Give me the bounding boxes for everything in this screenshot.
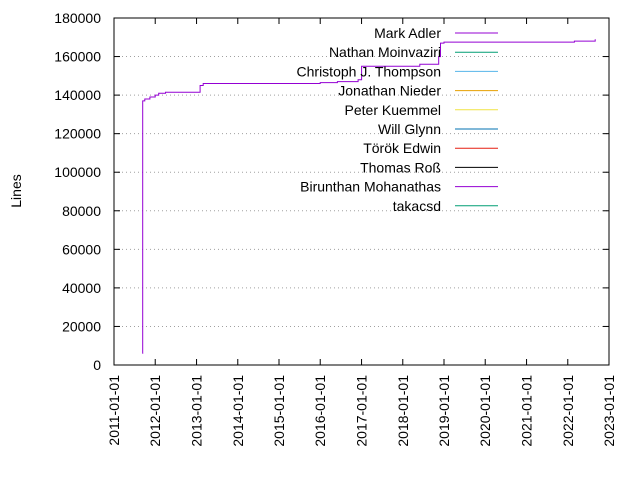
- legend-label: Török Edwin: [363, 140, 441, 156]
- y-tick-label: 180000: [54, 10, 101, 26]
- legend-item: Thomas Roß: [360, 159, 498, 175]
- x-tick-label: 2011-01-01: [106, 375, 122, 446]
- y-tick-label: 0: [93, 357, 101, 373]
- legend-label: Christoph J. Thompson: [297, 63, 441, 79]
- legend-label: Will Glynn: [378, 121, 441, 137]
- legend-item: Will Glynn: [378, 121, 498, 137]
- legend-item: Birunthan Mohanathas: [300, 179, 498, 195]
- x-tick-label: 2018-01-01: [395, 375, 411, 447]
- legend-item: Nathan Moinvaziri: [329, 44, 498, 60]
- x-tick-label: 2016-01-01: [312, 375, 328, 447]
- legend-label: Nathan Moinvaziri: [329, 44, 441, 60]
- legend-label: Peter Kuemmel: [345, 102, 441, 118]
- y-tick-label: 120000: [54, 126, 101, 142]
- x-tick-label: 2022-01-01: [560, 375, 576, 447]
- y-tick-label: 140000: [54, 87, 101, 103]
- x-axis: 2011-01-01 2012-01-01 2013-01-01 2014-01-01…: [106, 18, 617, 447]
- grid-lines: [114, 56, 609, 327]
- x-tick-label: 2015-01-01: [271, 375, 287, 447]
- legend-item: Jonathan Nieder: [338, 83, 498, 99]
- y-axis-label: Lines: [8, 174, 24, 207]
- legend-item: Török Edwin: [363, 140, 498, 156]
- y-tick-label: 60000: [62, 241, 101, 257]
- x-tick-label: 2012-01-01: [147, 375, 163, 447]
- legend-label: Jonathan Nieder: [338, 83, 441, 99]
- legend-label: Thomas Roß: [360, 159, 441, 175]
- x-tick-label: 2014-01-01: [230, 375, 246, 447]
- y-axis: 0 20000 40000 60000 80000 100000 120000 140000 1…: [54, 10, 609, 373]
- legend: Mark Adler Nathan Moinvaziri Christoph J. …: [297, 25, 498, 214]
- legend-item: Peter Kuemmel: [345, 102, 498, 118]
- x-tick-label: 2021-01-01: [519, 375, 535, 447]
- y-tick-label: 160000: [54, 49, 101, 65]
- series-line: [142, 39, 596, 354]
- legend-item: Mark Adler: [374, 25, 498, 41]
- x-tick-label: 2019-01-01: [436, 375, 452, 447]
- y-tick-label: 40000: [62, 280, 101, 296]
- legend-label: Mark Adler: [374, 25, 441, 41]
- x-tick-label: 2013-01-01: [189, 375, 205, 447]
- x-tick-label: 2017-01-01: [354, 375, 370, 447]
- legend-item: takacsd: [393, 198, 498, 214]
- x-tick-label: 2020-01-01: [477, 375, 493, 447]
- x-tick-label: 2023-01-01: [601, 375, 617, 447]
- y-tick-label: 100000: [54, 164, 101, 180]
- legend-label: takacsd: [393, 198, 441, 214]
- y-tick-label: 20000: [62, 318, 101, 334]
- y-tick-label: 80000: [62, 203, 101, 219]
- series-layer: [142, 39, 596, 354]
- legend-item: Christoph J. Thompson: [297, 63, 498, 79]
- legend-label: Birunthan Mohanathas: [300, 179, 441, 195]
